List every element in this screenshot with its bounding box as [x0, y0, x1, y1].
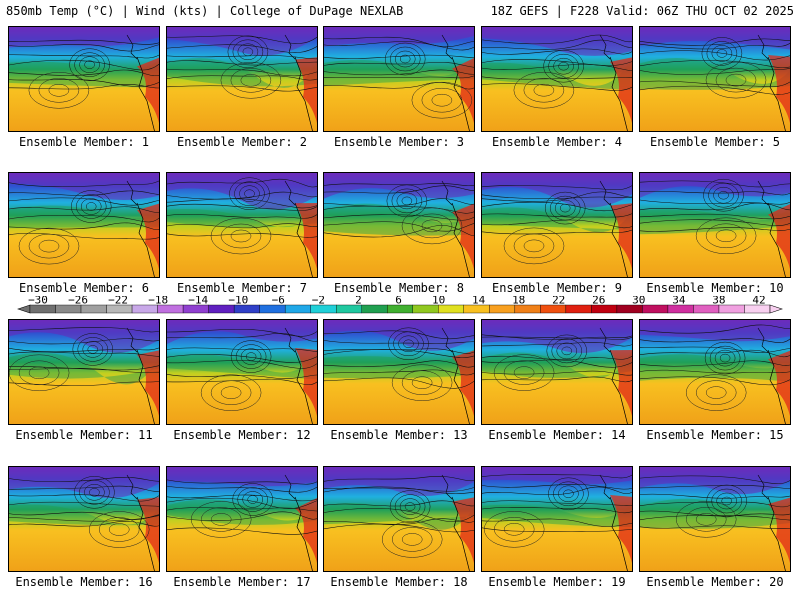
ensemble-member-label: Ensemble Member: 11: [15, 428, 153, 442]
ensemble-map-panel: [8, 172, 160, 278]
colorbar-tick-label: −26: [68, 296, 88, 307]
colorbar-tick-label: 26: [592, 296, 605, 307]
ensemble-member-label: Ensemble Member: 16: [15, 575, 153, 589]
colorbar-tick-label: 18: [512, 296, 525, 307]
ensemble-member-label: Ensemble Member: 12: [173, 428, 311, 442]
colorbar-tick-label: −18: [148, 296, 168, 307]
ensemble-map-panel: [639, 172, 791, 278]
ensemble-member-label: Ensemble Member: 20: [646, 575, 784, 589]
ensemble-map-panel: [323, 319, 475, 425]
ensemble-map-panel: [481, 26, 633, 132]
colorbar-swatch: [489, 304, 516, 314]
colorbar-tick-label: 30: [632, 296, 645, 307]
ensemble-member-label: Ensemble Member: 2: [176, 135, 308, 149]
colorbar-arrow-right: [769, 304, 783, 314]
ensemble-member-label: Ensemble Member: 15: [646, 428, 784, 442]
ensemble-map-panel: [481, 172, 633, 278]
colorbar-tick-label: 38: [712, 296, 725, 307]
header-right-title: 18Z GEFS | F228 Valid: 06Z THU OCT 02 20…: [490, 4, 794, 18]
colorbar-tick-label: 42: [752, 296, 765, 307]
header-left-title: 850mb Temp (°C) | Wind (kts) | College o…: [6, 4, 404, 18]
ensemble-member-label: Ensemble Member: 17: [173, 575, 311, 589]
ensemble-map-panel: [639, 466, 791, 572]
ensemble-map-panel: [166, 466, 318, 572]
ensemble-member-label: Ensemble Member: 1: [18, 135, 150, 149]
colorbar-tick-label: 2: [355, 296, 362, 307]
ensemble-member-label: Ensemble Member: 8: [333, 281, 465, 295]
ensemble-member-label: Ensemble Member: 19: [488, 575, 626, 589]
colorbar-swatch: [642, 304, 669, 314]
colorbar-svg: −30 −26 −22 −18 −14 −10 −6 −2 2 6 10 14 18 22 26 30 34 38…: [17, 296, 783, 314]
colorbar-tick-label: 34: [672, 296, 686, 307]
colorbar-tick-label: −14: [188, 296, 208, 307]
ensemble-map-panel: [639, 26, 791, 132]
ensemble-map-panel: [323, 466, 475, 572]
ensemble-map-panel: [481, 319, 633, 425]
ensemble-member-label: Ensemble Member: 9: [491, 281, 623, 295]
ensemble-map-panel: [166, 319, 318, 425]
ensemble-member-label: Ensemble Member: 5: [649, 135, 781, 149]
colorbar-tick-label: −10: [228, 296, 248, 307]
colorbar-tick-label: 10: [432, 296, 445, 307]
ensemble-member-label: Ensemble Member: 13: [330, 428, 468, 442]
ensemble-map-panel: [639, 319, 791, 425]
ensemble-member-label: Ensemble Member: 10: [646, 281, 784, 295]
ensemble-map-panel: [8, 26, 160, 132]
ensemble-map-panel: [8, 466, 160, 572]
ensemble-map-panel: [8, 319, 160, 425]
ensemble-map-panel: [323, 172, 475, 278]
colorbar: −30 −26 −22 −18 −14 −10 −6 −2 2 6 10 14 18 22 26 30 34 38…: [0, 296, 800, 320]
ensemble-member-label: Ensemble Member: 3: [333, 135, 465, 149]
colorbar-tick-label: 22: [552, 296, 565, 307]
ensemble-map-panel: [166, 26, 318, 132]
colorbar-tick-label: 14: [472, 296, 486, 307]
ensemble-member-label: Ensemble Member: 4: [491, 135, 623, 149]
ensemble-map-panel: [323, 26, 475, 132]
colorbar-tick-label: −22: [108, 296, 128, 307]
ensemble-member-label: Ensemble Member: 6: [18, 281, 150, 295]
ensemble-member-label: Ensemble Member: 14: [488, 428, 626, 442]
ensemble-map-panel: [481, 466, 633, 572]
colorbar-tick-label: −6: [272, 296, 285, 307]
colorbar-tick-label: 6: [395, 296, 402, 307]
colorbar-swatch: [361, 304, 388, 314]
colorbar-tick-label: −2: [312, 296, 325, 307]
ensemble-map-panel: [166, 172, 318, 278]
ensemble-member-label: Ensemble Member: 7: [176, 281, 308, 295]
colorbar-swatch: [284, 304, 311, 314]
colorbar-swatch: [565, 304, 592, 314]
colorbar-tick-label: −30: [28, 296, 48, 307]
ensemble-member-label: Ensemble Member: 18: [330, 575, 468, 589]
